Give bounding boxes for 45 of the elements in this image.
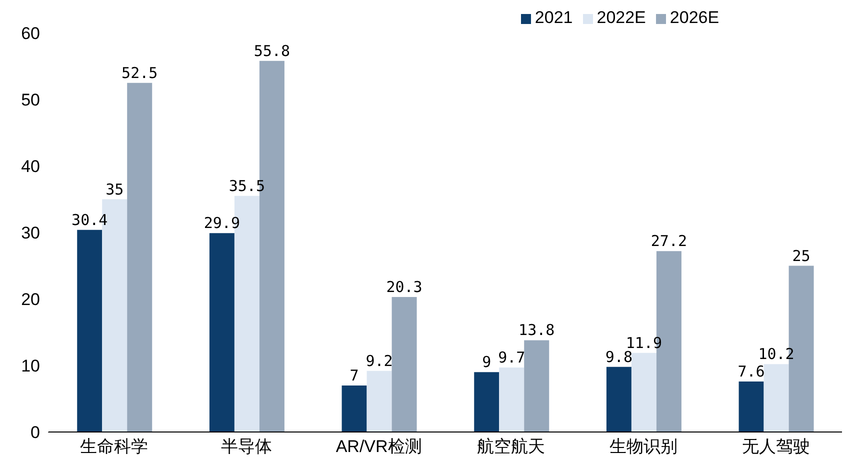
bar — [342, 385, 367, 432]
legend-label: 2022E — [596, 8, 646, 27]
y-tick-label: 0 — [30, 423, 40, 442]
data-label: 29.9 — [204, 214, 240, 232]
bar — [631, 352, 656, 432]
bar — [77, 230, 102, 432]
x-tick-label: 生命科学 — [80, 437, 148, 456]
bar — [524, 340, 550, 432]
x-tick-label: 半导体 — [221, 437, 272, 456]
x-tick-label: 生物识别 — [610, 437, 678, 456]
bar — [209, 233, 234, 432]
data-label: 7.6 — [738, 362, 765, 380]
bar — [606, 366, 632, 432]
x-tick-label: 航空航天 — [477, 437, 546, 456]
bar — [127, 82, 152, 432]
y-tick-label: 40 — [21, 157, 40, 176]
data-label: 20.3 — [386, 278, 422, 296]
y-tick-label: 60 — [21, 24, 40, 44]
legend-label: 2021 — [534, 8, 573, 27]
data-label: 55.8 — [254, 42, 290, 60]
data-label: 9.2 — [366, 352, 393, 370]
data-label: 27.2 — [650, 232, 688, 250]
y-tick-label: 30 — [21, 224, 40, 243]
bar — [366, 370, 392, 432]
data-label: 10.2 — [758, 345, 794, 364]
data-label: 9.7 — [498, 348, 526, 366]
data-label: 35.5 — [228, 176, 266, 195]
data-label: 7 — [350, 366, 359, 384]
data-label: 30.4 — [72, 210, 108, 229]
data-label: 35 — [106, 180, 124, 198]
y-tick-label: 10 — [21, 356, 40, 376]
bar — [764, 364, 789, 432]
bar — [474, 372, 500, 432]
bar — [738, 381, 764, 432]
data-label: 9 — [482, 353, 492, 372]
x-tick-label: 无人驾驶 — [742, 437, 810, 456]
y-tick-label: 50 — [21, 90, 40, 110]
y-tick-label: 20 — [21, 290, 40, 310]
x-tick-label: AR/VR检测 — [336, 437, 422, 456]
data-label: 13.8 — [518, 321, 555, 340]
legend-label: 2026E — [670, 8, 720, 27]
bar — [392, 297, 417, 432]
data-label: 25 — [792, 246, 810, 265]
bar — [499, 367, 524, 432]
data-label: 52.5 — [122, 64, 158, 82]
